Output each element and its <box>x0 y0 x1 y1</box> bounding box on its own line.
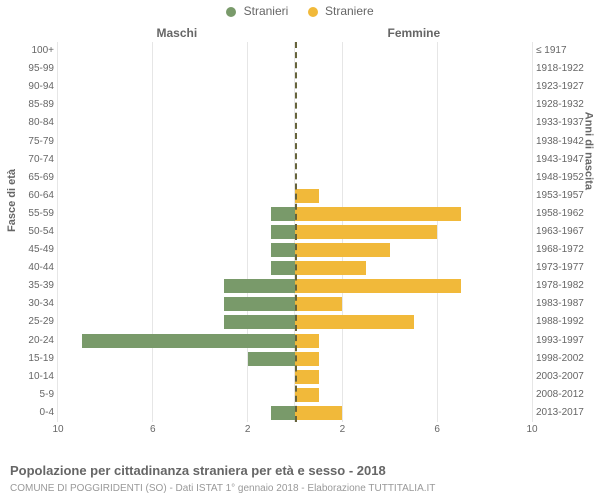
birth-year-label: 1933-1937 <box>532 117 584 128</box>
female-bar <box>295 315 414 329</box>
age-bin-label: 15-19 <box>28 353 58 364</box>
age-bin-label: 90-94 <box>28 81 58 92</box>
male-bar <box>224 297 295 311</box>
female-bar <box>295 334 319 348</box>
age-bin-label: 60-64 <box>28 190 58 201</box>
female-bar <box>295 406 342 420</box>
legend-swatch-male <box>226 7 236 17</box>
female-bar <box>295 297 342 311</box>
age-bin-label: 0-4 <box>40 407 58 418</box>
female-bar <box>295 261 366 275</box>
legend-swatch-female <box>308 7 318 17</box>
female-bar <box>295 352 319 366</box>
male-bar <box>224 315 295 329</box>
male-bar <box>271 243 295 257</box>
age-bin-label: 65-69 <box>28 172 58 183</box>
y-axis-title-left: Fasce di età <box>6 169 18 232</box>
birth-year-label: 1988-1992 <box>532 316 584 327</box>
male-panel <box>58 42 295 422</box>
female-bar <box>295 207 461 221</box>
birth-year-label: 1928-1932 <box>532 99 584 110</box>
legend: Stranieri Straniere <box>0 4 600 18</box>
birth-year-label: 1948-1952 <box>532 172 584 183</box>
female-panel <box>295 42 532 422</box>
chart-title: Popolazione per cittadinanza straniera p… <box>10 463 386 478</box>
female-bar <box>295 388 319 402</box>
age-bin-label: 85-89 <box>28 99 58 110</box>
legend-label-female: Straniere <box>325 4 374 18</box>
age-bin-label: 50-54 <box>28 226 58 237</box>
birth-year-label: 1983-1987 <box>532 298 584 309</box>
birth-year-label: 1998-2002 <box>532 353 584 364</box>
section-header-male: Maschi <box>157 26 198 40</box>
male-bar <box>248 352 295 366</box>
female-bar <box>295 279 461 293</box>
birth-year-label: 1963-1967 <box>532 226 584 237</box>
age-bin-label: 45-49 <box>28 244 58 255</box>
legend-label-male: Stranieri <box>244 4 289 18</box>
age-bin-label: 100+ <box>31 45 58 56</box>
birth-year-label: 1993-1997 <box>532 335 584 346</box>
x-tick-label: 2 <box>340 424 346 435</box>
age-bin-label: 35-39 <box>28 280 58 291</box>
birth-year-label: 1943-1947 <box>532 154 584 165</box>
female-bar <box>295 225 437 239</box>
x-tick-label: 6 <box>150 424 156 435</box>
age-bin-label: 10-14 <box>28 371 58 382</box>
birth-year-label: 1953-1957 <box>532 190 584 201</box>
age-bin-label: 40-44 <box>28 262 58 273</box>
birth-year-label: 1918-1922 <box>532 63 584 74</box>
female-bar <box>295 189 319 203</box>
chart-subtitle: COMUNE DI POGGIRIDENTI (SO) - Dati ISTAT… <box>10 483 435 494</box>
female-bar <box>295 243 390 257</box>
center-axis-line <box>295 42 297 422</box>
age-bin-label: 95-99 <box>28 63 58 74</box>
female-bar <box>295 370 319 384</box>
male-bar <box>271 207 295 221</box>
male-bar <box>271 261 295 275</box>
birth-year-label: 1958-1962 <box>532 208 584 219</box>
male-bar <box>271 225 295 239</box>
x-tick-label: 10 <box>526 424 537 435</box>
age-bin-label: 20-24 <box>28 335 58 346</box>
birth-year-label: 1973-1977 <box>532 262 584 273</box>
plot-area: 100+≤ 191795-991918-192290-941923-192785… <box>58 42 532 422</box>
age-bin-label: 55-59 <box>28 208 58 219</box>
birth-year-label: 1968-1972 <box>532 244 584 255</box>
x-tick-label: 10 <box>52 424 63 435</box>
male-bar <box>224 279 295 293</box>
age-bin-label: 25-29 <box>28 316 58 327</box>
legend-item-female: Straniere <box>308 4 374 18</box>
male-bar <box>271 406 295 420</box>
age-bin-label: 80-84 <box>28 117 58 128</box>
age-bin-label: 75-79 <box>28 136 58 147</box>
birth-year-label: 2003-2007 <box>532 371 584 382</box>
birth-year-label: 1923-1927 <box>532 81 584 92</box>
birth-year-label: 2013-2017 <box>532 407 584 418</box>
birth-year-label: 1978-1982 <box>532 280 584 291</box>
age-bin-label: 70-74 <box>28 154 58 165</box>
x-tick-label: 6 <box>434 424 440 435</box>
age-bin-label: 30-34 <box>28 298 58 309</box>
birth-year-label: ≤ 1917 <box>532 45 567 56</box>
age-bin-label: 5-9 <box>40 389 58 400</box>
male-bar <box>82 334 295 348</box>
section-header-female: Femmine <box>388 26 441 40</box>
birth-year-label: 2008-2012 <box>532 389 584 400</box>
legend-item-male: Stranieri <box>226 4 288 18</box>
x-tick-label: 2 <box>245 424 251 435</box>
birth-year-label: 1938-1942 <box>532 136 584 147</box>
